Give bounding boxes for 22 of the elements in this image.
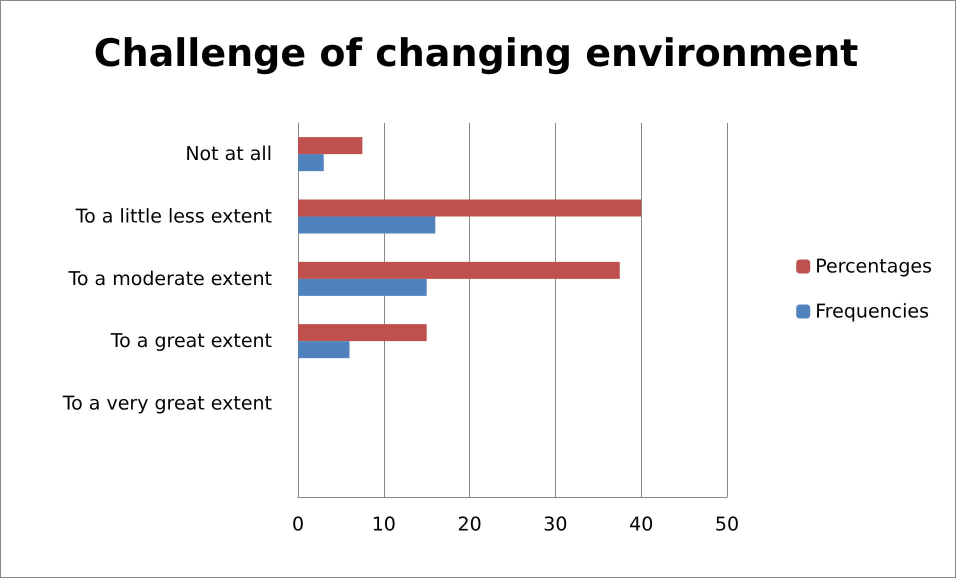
x-tick-label: 10 <box>372 514 396 536</box>
y-tick-label: To a moderate extent <box>68 268 272 290</box>
chart-title: Challenge of changing environment <box>94 31 858 75</box>
bar <box>298 154 324 172</box>
bar <box>298 262 620 279</box>
y-tick-label: To a little less extent <box>74 206 272 228</box>
x-tick-label: 40 <box>629 514 654 536</box>
bar <box>298 341 350 358</box>
x-tick-label: 20 <box>458 514 482 536</box>
x-tick-label: 50 <box>714 514 740 536</box>
y-tick-label: To a very great extent <box>62 392 272 414</box>
x-tick-label: 0 <box>292 514 304 536</box>
bar <box>298 216 436 234</box>
x-tick-label: 30 <box>543 514 568 536</box>
bar <box>298 324 427 342</box>
bar <box>298 278 427 296</box>
bar <box>298 200 642 216</box>
y-tick-label: To a great extent <box>110 330 272 352</box>
legend-label: Percentages <box>815 256 932 278</box>
bar <box>298 137 362 154</box>
y-tick-label: Not at all <box>185 143 272 166</box>
legend-label: Frequencies <box>815 300 929 322</box>
